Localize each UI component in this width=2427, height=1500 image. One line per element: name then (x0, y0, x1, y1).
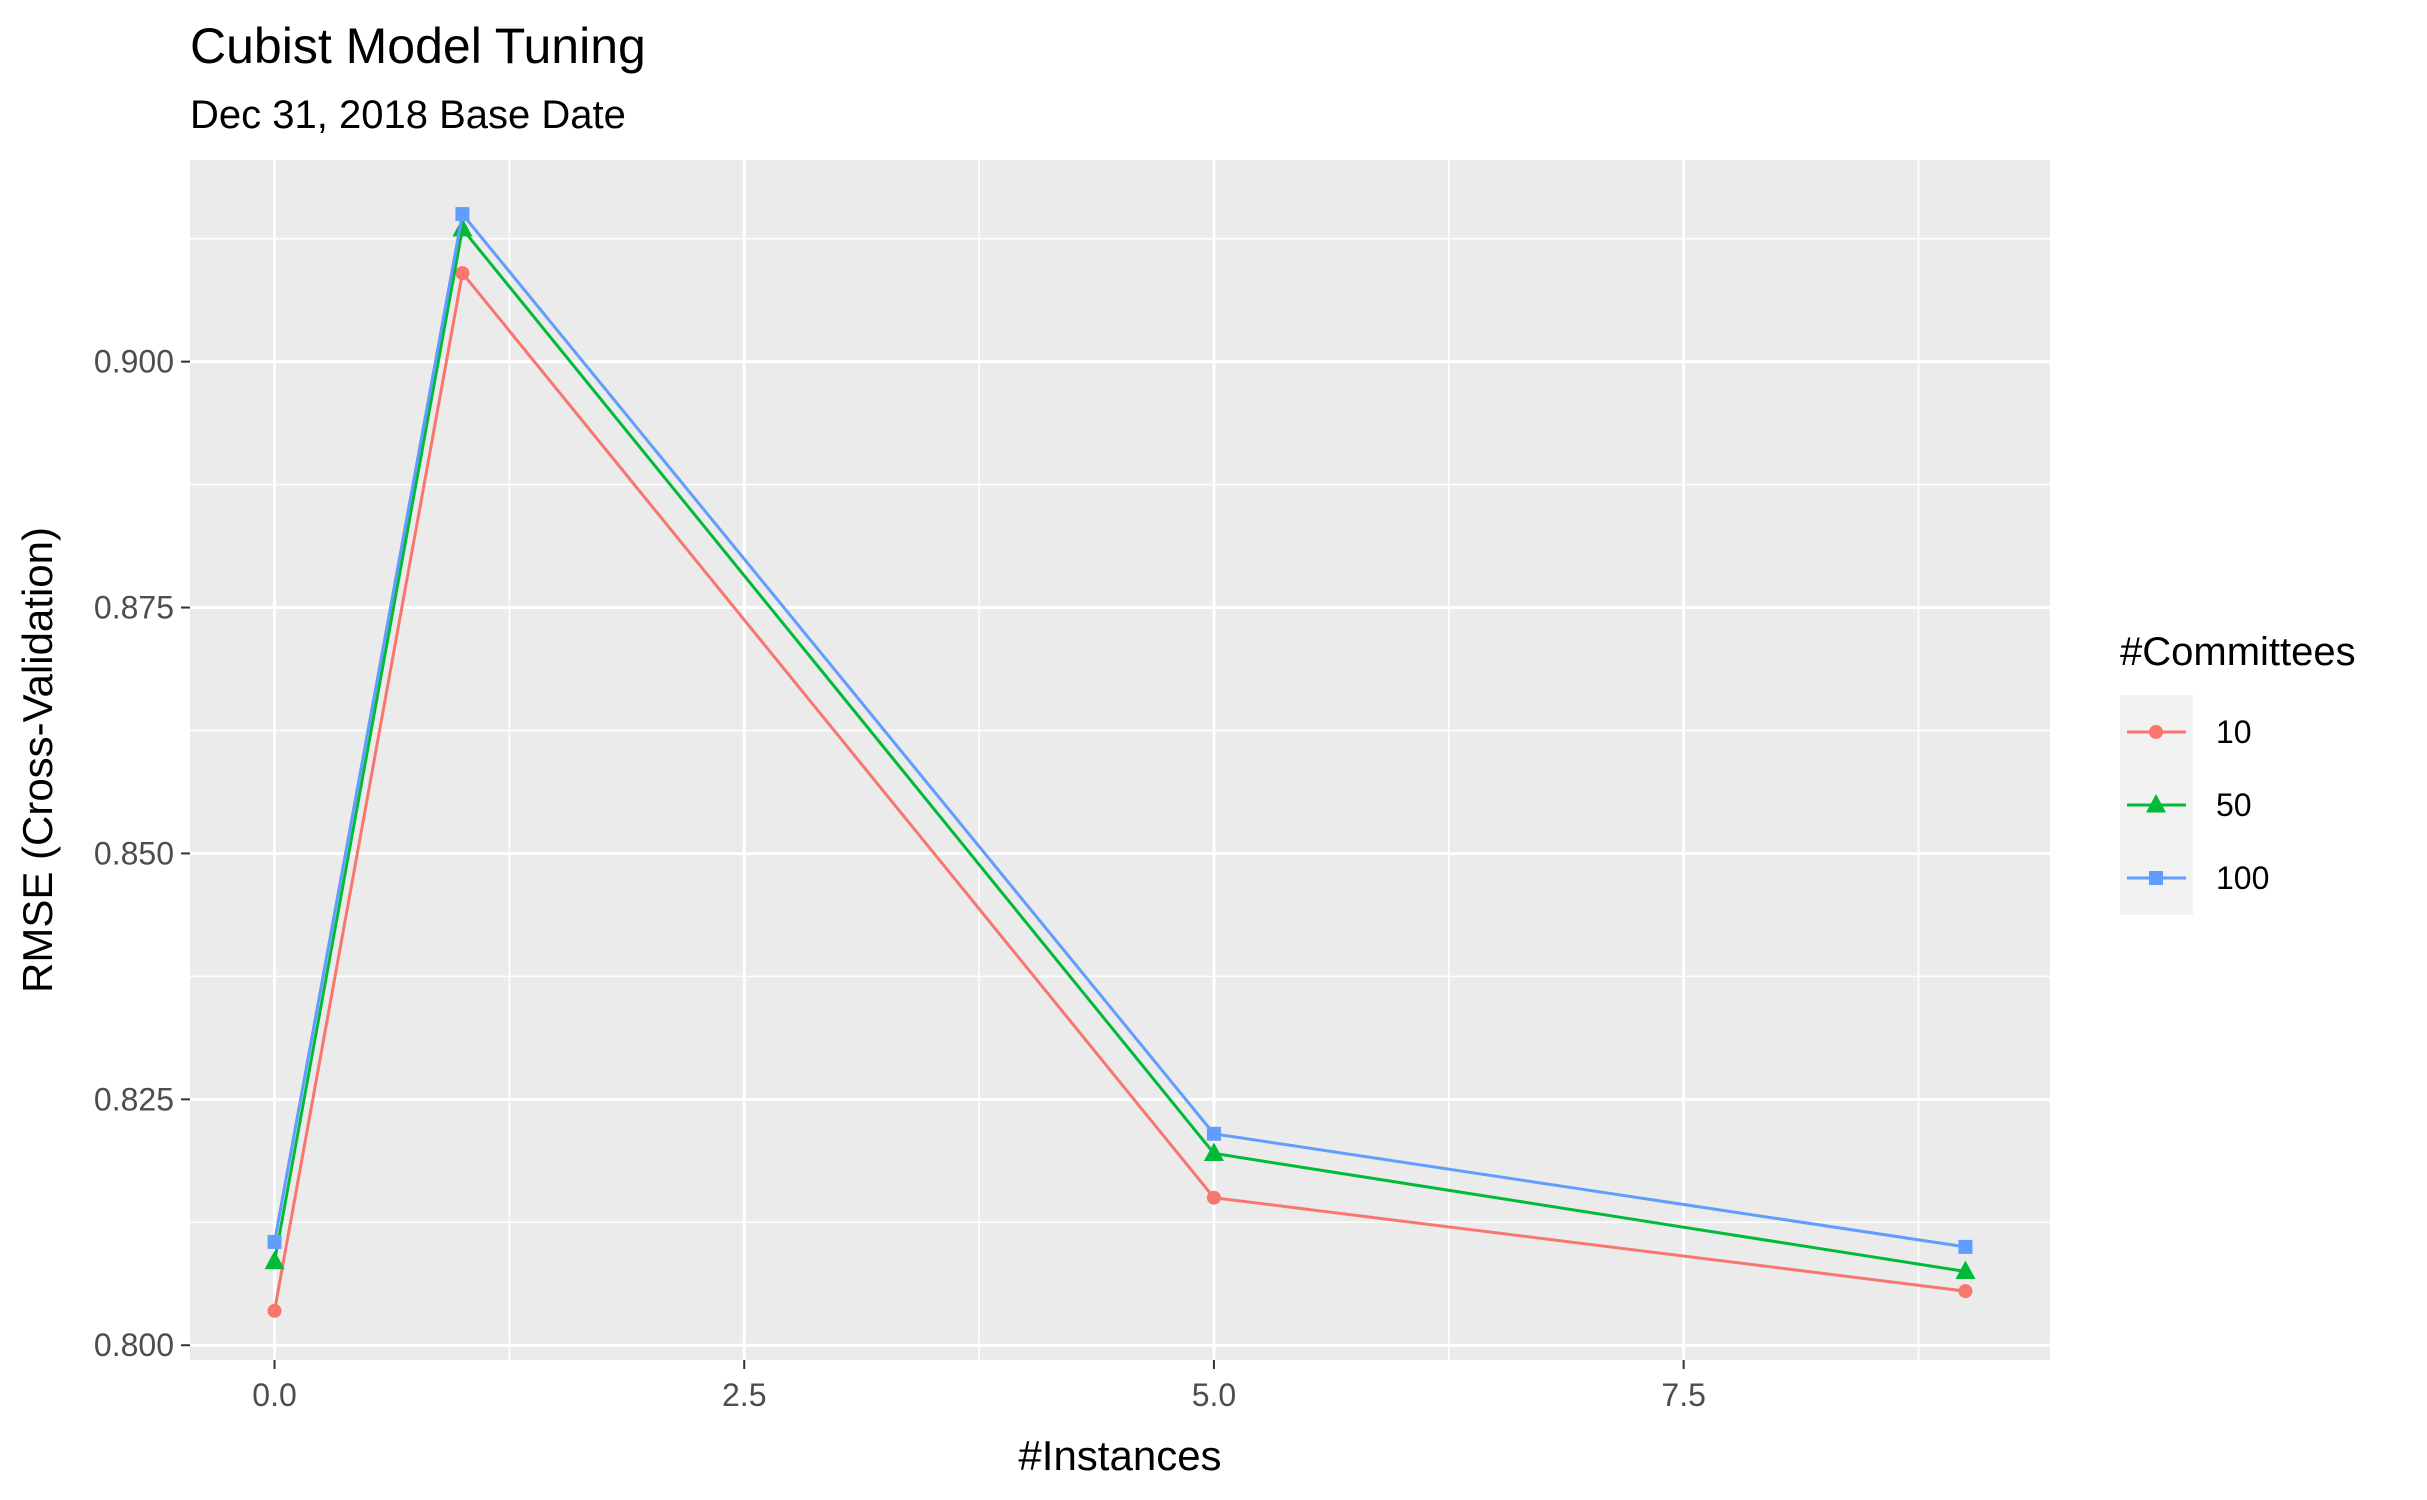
data-point-10 (1958, 1284, 1973, 1299)
series-100 (267, 207, 1973, 1254)
legend-label: 10 (2216, 714, 2252, 750)
legend-marker (2149, 871, 2163, 885)
data-point-50 (1203, 1142, 1224, 1161)
series-50 (264, 217, 1976, 1279)
plot-panel (190, 160, 2050, 1360)
data-point-100 (267, 1234, 282, 1249)
series-line-10 (273, 269, 1966, 1312)
legend-label: 100 (2216, 860, 2269, 896)
data-point-50 (264, 1250, 285, 1270)
series-line-100 (273, 210, 1966, 1249)
legend-items: 10 50 100 (2127, 714, 2269, 896)
chart-subtitle: Dec 31, 2018 Base Date (190, 93, 626, 137)
data-point-50 (452, 217, 473, 237)
data-point-10 (267, 1303, 282, 1318)
y-tick-label: 0.800 (94, 1327, 174, 1363)
y-tick-label: 0.875 (94, 590, 174, 626)
series-line-50 (273, 225, 1966, 1273)
data-point-50 (1955, 1260, 1976, 1279)
legend: #Committees 10 50 100 (2120, 630, 2356, 915)
data-point-100 (455, 207, 470, 222)
x-tick-label: 0.0 (252, 1377, 296, 1413)
legend-label: 50 (2216, 787, 2252, 823)
data-point-100 (1206, 1126, 1221, 1141)
legend-item-10: 10 (2127, 714, 2252, 750)
legend-marker (2146, 794, 2166, 813)
x-tick-label: 2.5 (722, 1377, 766, 1413)
x-tick-label: 7.5 (1661, 1377, 1705, 1413)
legend-title: #Committees (2120, 630, 2356, 674)
chart-title: Cubist Model Tuning (190, 18, 646, 74)
x-tick-label: 5.0 (1192, 1377, 1236, 1413)
data-point-10 (1206, 1190, 1221, 1205)
axes: 0.0 2.5 5.0 7.5 0.800 0.825 0.850 0.875 0.900 (94, 344, 1706, 1413)
legend-item-100: 100 (2127, 860, 2269, 896)
data-point-10 (455, 266, 470, 281)
legend-marker (2149, 725, 2163, 739)
x-axis-title: #Instances (1018, 1432, 1221, 1479)
y-tick-label: 0.850 (94, 835, 174, 871)
series-layer (264, 207, 1976, 1318)
legend-item-50: 50 (2127, 787, 2252, 823)
y-axis-title: RMSE (Cross-Validation) (14, 527, 61, 993)
grid-lines (190, 160, 2050, 1360)
y-tick-label: 0.825 (94, 1081, 174, 1117)
series-10 (267, 266, 1973, 1318)
data-point-100 (1958, 1239, 1973, 1254)
y-tick-label: 0.900 (94, 344, 174, 380)
